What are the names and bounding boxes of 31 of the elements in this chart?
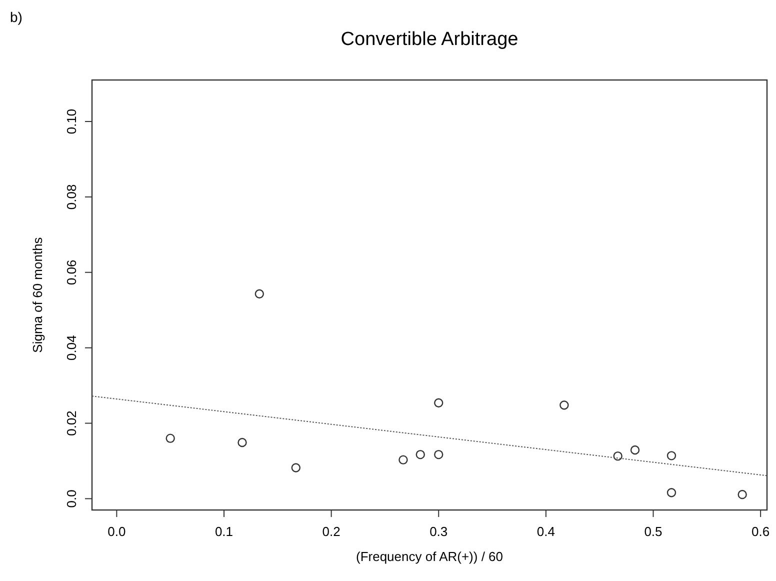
x-tick-label: 0.4 (536, 524, 555, 539)
x-tick-label: 0.1 (214, 524, 234, 539)
point (666, 451, 676, 460)
point (666, 488, 676, 498)
point (434, 398, 444, 408)
point (254, 289, 264, 298)
point (560, 400, 569, 410)
point (416, 450, 425, 460)
point (166, 434, 175, 443)
point (398, 455, 408, 464)
y-tick-label: 0.06 (64, 260, 79, 286)
x-tick-label: 0.5 (644, 524, 662, 539)
x-tick-label: 0.0 (108, 524, 126, 539)
y-axis-title: Sigma of 60 months (30, 236, 45, 353)
point (434, 450, 444, 460)
y-tick-label: 0.02 (64, 410, 79, 436)
point (238, 438, 247, 448)
y-tick-label: 0.04 (64, 335, 79, 360)
point (613, 451, 622, 461)
x-tick-label: 0.2 (322, 524, 340, 539)
x-tick-label: 0.6 (752, 524, 770, 539)
point (738, 490, 747, 500)
point (630, 445, 640, 455)
chart-title: Convertible Arbitrage (340, 29, 518, 50)
y-tick-label: 0.08 (64, 184, 79, 210)
y-tick-label: 0.0 (64, 490, 79, 508)
text: b) (10, 9, 22, 25)
y-tick-label: 0.10 (64, 108, 79, 134)
x-axis-title: (Frequency of AR(+)) / 60 (356, 549, 504, 564)
point (291, 463, 300, 472)
x-tick-label: 0.3 (430, 524, 448, 539)
